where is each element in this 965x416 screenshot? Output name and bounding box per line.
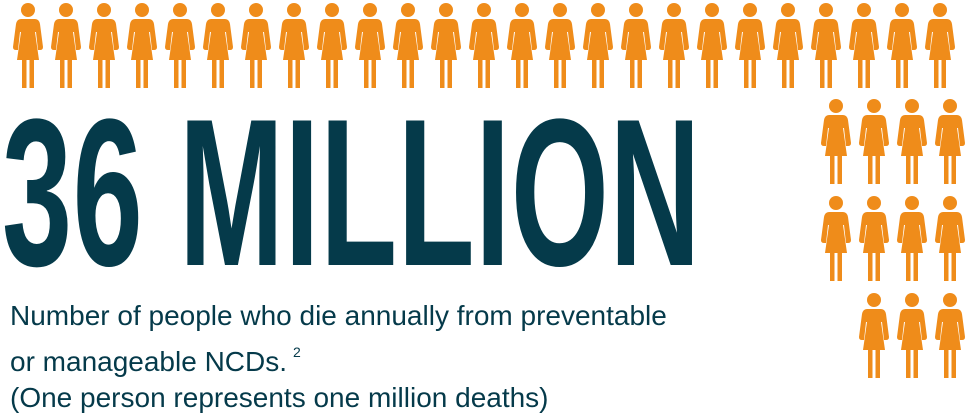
person-icon — [392, 2, 424, 90]
person-icon — [164, 2, 196, 90]
person-icon — [658, 2, 690, 90]
person-icon — [896, 195, 928, 283]
person-icon — [278, 2, 310, 90]
headline-figure: 36 MILLION — [2, 75, 702, 310]
person-icon — [810, 2, 842, 90]
person-icon — [50, 2, 82, 90]
person-icon — [430, 2, 462, 90]
person-icon — [896, 98, 928, 186]
person-icon — [240, 2, 272, 90]
person-icon — [772, 2, 804, 90]
person-icon — [820, 98, 852, 186]
person-icon — [734, 2, 766, 90]
person-icon — [886, 2, 918, 90]
caption: Number of people who die annually from p… — [10, 298, 667, 416]
person-icon — [354, 2, 386, 90]
person-icon — [582, 2, 614, 90]
person-icon — [620, 2, 652, 90]
person-icon — [934, 292, 965, 380]
caption-line-2: or manageable NCDs. 2 — [10, 334, 667, 380]
person-icon — [858, 195, 890, 283]
person-icon — [126, 2, 158, 90]
person-icon — [858, 292, 890, 380]
person-icon — [12, 2, 44, 90]
person-icon — [544, 2, 576, 90]
person-icon — [316, 2, 348, 90]
caption-line-3: (One person represents one million death… — [10, 382, 549, 413]
person-icon — [88, 2, 120, 90]
person-icon — [820, 195, 852, 283]
person-icon — [924, 2, 956, 90]
caption-line-2-text: or manageable NCDs. — [10, 346, 288, 377]
person-icon — [934, 195, 965, 283]
person-icon — [202, 2, 234, 90]
person-icon — [506, 2, 538, 90]
person-icon — [696, 2, 728, 90]
footnote-marker: 2 — [293, 344, 301, 360]
person-icon — [848, 2, 880, 90]
person-icon — [896, 292, 928, 380]
person-icon — [934, 98, 965, 186]
caption-line-1: Number of people who die annually from p… — [10, 300, 667, 331]
person-icon — [858, 98, 890, 186]
person-icon — [468, 2, 500, 90]
